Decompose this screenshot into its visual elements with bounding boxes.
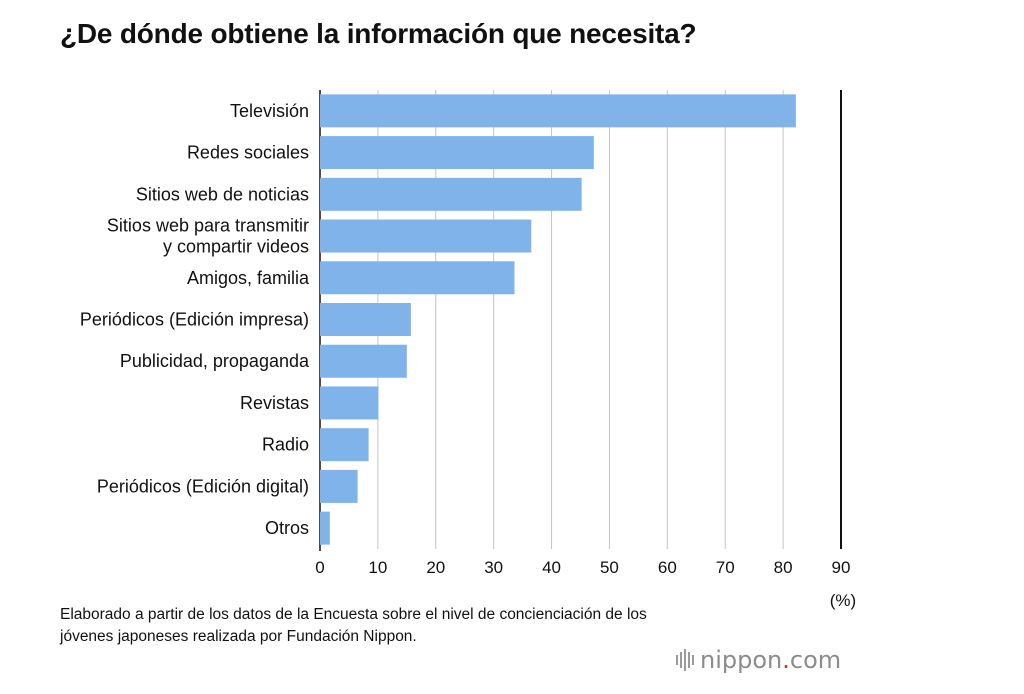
category-labels: Televisión Redes sociales Sitios web de no… — [80, 101, 310, 538]
x-tick-label: 90 — [832, 558, 851, 577]
category-label: Revistas — [240, 393, 309, 413]
chart-title: ¿De dónde obtiene la información que nec… — [60, 18, 697, 49]
x-tick-label: 10 — [368, 558, 387, 577]
x-tick-label: 50 — [600, 558, 619, 577]
bar — [320, 428, 369, 462]
bar — [320, 219, 532, 253]
x-tick-label: 80 — [774, 558, 793, 577]
x-tick-label: 40 — [542, 558, 561, 577]
logo-bars-icon — [676, 649, 694, 671]
x-tick-label: 30 — [484, 558, 503, 577]
category-label: Sitios web de noticias — [136, 184, 309, 204]
bar — [320, 177, 582, 211]
bar — [320, 386, 379, 420]
bar — [320, 261, 515, 295]
x-axis-unit: (%) — [830, 591, 856, 610]
x-tick-label: 0 — [315, 558, 324, 577]
category-label: Televisión — [230, 101, 309, 121]
category-label: Sitios web para transmitir — [107, 216, 309, 236]
category-label: Radio — [262, 435, 309, 455]
category-label: Publicidad, propaganda — [120, 351, 310, 371]
bar — [320, 344, 407, 378]
source-note: Elaborado a partir de los datos de la En… — [60, 606, 647, 645]
category-label: Periódicos (Edición digital) — [97, 476, 309, 496]
category-label: Amigos, familia — [187, 268, 310, 288]
x-axis: 0 10 20 30 40 50 60 70 80 90 — [315, 558, 850, 577]
category-label: Redes sociales — [187, 143, 309, 163]
bar — [320, 511, 330, 545]
brand-wordmark: nippon.com — [700, 646, 842, 674]
category-label: Periódicos (Edición impresa) — [80, 310, 309, 330]
x-tick-label: 70 — [716, 558, 735, 577]
bar — [320, 94, 796, 128]
bar — [320, 136, 594, 170]
bar — [320, 469, 358, 503]
bar — [320, 303, 411, 336]
bars — [320, 94, 796, 545]
x-tick-label: 20 — [426, 558, 445, 577]
category-label: y compartir videos — [163, 237, 309, 257]
category-label: Otros — [265, 518, 309, 538]
x-tick-label: 60 — [658, 558, 677, 577]
brand-logo: nippon.com — [676, 646, 841, 674]
